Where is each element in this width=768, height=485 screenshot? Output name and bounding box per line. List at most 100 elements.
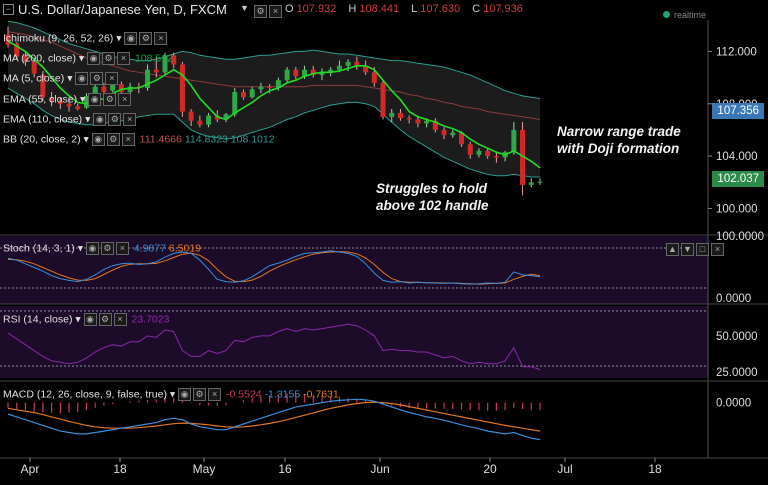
candle bbox=[310, 65, 316, 78]
close-icon[interactable]: × bbox=[115, 242, 129, 255]
close-icon[interactable]: × bbox=[117, 52, 131, 65]
candle bbox=[31, 57, 37, 78]
settings-icon[interactable]: ⚙ bbox=[103, 93, 117, 106]
eye-icon[interactable]: ◉ bbox=[91, 133, 105, 146]
candle bbox=[406, 115, 412, 124]
stoch-d-value: 6.5019 bbox=[168, 242, 201, 255]
candle-body bbox=[397, 112, 403, 119]
close-icon[interactable]: × bbox=[105, 72, 119, 85]
candle-body bbox=[171, 55, 177, 65]
bb-lower-value: 108.1012 bbox=[230, 133, 275, 146]
close-icon[interactable]: × bbox=[208, 388, 222, 401]
candle bbox=[57, 97, 63, 109]
candle bbox=[22, 51, 28, 66]
settings-icon[interactable]: ⚙ bbox=[102, 52, 116, 65]
close-icon[interactable]: × bbox=[123, 113, 137, 126]
eye-icon[interactable]: ◉ bbox=[124, 32, 138, 45]
eye-icon[interactable]: ◉ bbox=[83, 313, 97, 326]
move-down-icon[interactable]: ▼ bbox=[681, 243, 694, 257]
candle-body bbox=[459, 132, 465, 145]
close-icon[interactable]: × bbox=[113, 313, 127, 326]
candle-body bbox=[275, 80, 281, 89]
legend-ichimoku[interactable]: Ichimoku (9, 26, 52, 26) ▾ ◉ ⚙ × bbox=[3, 32, 169, 45]
candle bbox=[389, 108, 395, 123]
collapse-icon[interactable]: − bbox=[3, 4, 14, 15]
time-tick-label: 18 bbox=[113, 462, 127, 476]
candle-body bbox=[153, 69, 159, 73]
symbol-dropdown-icon[interactable]: ▼ bbox=[240, 3, 249, 13]
high-value: 108.441 bbox=[359, 3, 400, 15]
candle-body bbox=[528, 182, 534, 185]
candle bbox=[450, 129, 456, 138]
legend-rsi[interactable]: RSI (14, close) ▾ ◉ ⚙ × 23.7023 bbox=[3, 313, 170, 326]
candle-body bbox=[75, 106, 81, 109]
stoch-pane-controls[interactable]: ▲ ▼ □ × bbox=[666, 241, 726, 259]
legend-ema55[interactable]: EMA (55, close) ▾ ◉ ⚙ × bbox=[3, 93, 133, 106]
eye-icon[interactable]: ◉ bbox=[93, 113, 107, 126]
eye-icon[interactable]: ◉ bbox=[88, 93, 102, 106]
candle-body bbox=[336, 65, 342, 70]
maximize-icon[interactable]: □ bbox=[696, 243, 709, 257]
settings-icon[interactable]: ⚙ bbox=[108, 113, 122, 126]
candle-body bbox=[328, 69, 334, 73]
settings-icon[interactable]: ⚙ bbox=[98, 313, 112, 326]
close-icon[interactable]: × bbox=[154, 32, 168, 45]
candle-body bbox=[467, 144, 473, 155]
candle-body bbox=[40, 74, 46, 98]
stoch-tick-label: 0.0000 bbox=[716, 293, 751, 305]
candle-body bbox=[206, 115, 212, 125]
eye-icon[interactable]: ◉ bbox=[178, 388, 192, 401]
close-value: 107.936 bbox=[483, 3, 523, 15]
legend-stoch[interactable]: Stoch (14, 3, 1) ▾ ◉ ⚙ × 4.9877 6.5019 bbox=[3, 242, 201, 255]
bb-middle-value: 111.4666 bbox=[139, 133, 182, 146]
settings-icon[interactable]: ⚙ bbox=[254, 5, 267, 19]
rsi-line bbox=[7, 323, 541, 371]
candle-body bbox=[406, 118, 412, 120]
candle bbox=[537, 178, 543, 185]
candle bbox=[459, 131, 465, 147]
close-icon[interactable]: × bbox=[121, 133, 135, 146]
title-settings-icons[interactable]: ⚙ × bbox=[254, 3, 284, 19]
symbol-title[interactable]: U.S. Dollar/Japanese Yen, D, FXCM bbox=[18, 2, 227, 17]
macd-signal-value: -0.7631 bbox=[303, 388, 339, 401]
close-icon[interactable]: × bbox=[711, 243, 724, 257]
candle-body bbox=[110, 84, 116, 91]
legend-ma5[interactable]: MA (5, close) ▾ ◉ ⚙ × bbox=[3, 72, 120, 85]
settings-icon[interactable]: ⚙ bbox=[100, 242, 114, 255]
candle-body bbox=[310, 69, 316, 75]
close-icon[interactable]: × bbox=[269, 5, 282, 19]
eye-icon[interactable]: ◉ bbox=[87, 52, 101, 65]
settings-icon[interactable]: ⚙ bbox=[106, 133, 120, 146]
rsi-tick-label: 50.0000 bbox=[716, 331, 758, 343]
rsi-tick-label: 25.0000 bbox=[716, 367, 758, 379]
candle-body bbox=[389, 112, 395, 117]
candle-body bbox=[92, 86, 98, 96]
candle-body bbox=[441, 129, 447, 136]
candle bbox=[476, 148, 482, 158]
settings-icon[interactable]: ⚙ bbox=[139, 32, 153, 45]
candle bbox=[40, 71, 46, 102]
bb-upper-line bbox=[7, 20, 541, 99]
candle bbox=[319, 68, 325, 81]
settings-icon[interactable]: ⚙ bbox=[90, 72, 104, 85]
bb-upper-value: 114.8323 bbox=[184, 133, 228, 146]
candle bbox=[485, 148, 491, 159]
low-value: 107.630 bbox=[420, 3, 461, 15]
candle-body bbox=[293, 69, 299, 77]
eye-icon[interactable]: ◉ bbox=[85, 242, 99, 255]
eye-icon[interactable]: ◉ bbox=[75, 72, 89, 85]
legend-ma200[interactable]: MA (200, close) ▾ ◉ ⚙ × 108.512 bbox=[3, 52, 173, 65]
candle-body bbox=[476, 150, 482, 155]
candle-body bbox=[319, 72, 325, 75]
last-price-tag: 102.037 bbox=[712, 171, 764, 187]
candle bbox=[171, 52, 177, 69]
time-tick-label: May bbox=[193, 462, 216, 476]
settings-icon[interactable]: ⚙ bbox=[193, 388, 207, 401]
candle-body bbox=[145, 69, 151, 89]
legend-macd[interactable]: MACD (12, 26, close, 9, false, true) ▾ ◉… bbox=[3, 388, 339, 401]
legend-ema110[interactable]: EMA (110, close) ▾ ◉ ⚙ × bbox=[3, 113, 138, 126]
move-up-icon[interactable]: ▲ bbox=[666, 243, 679, 257]
macd-line-value: -1.3155 bbox=[264, 388, 301, 401]
close-icon[interactable]: × bbox=[118, 93, 132, 106]
legend-bb[interactable]: BB (20, close, 2) ▾ ◉ ⚙ × 111.4666 114.832… bbox=[3, 133, 275, 146]
